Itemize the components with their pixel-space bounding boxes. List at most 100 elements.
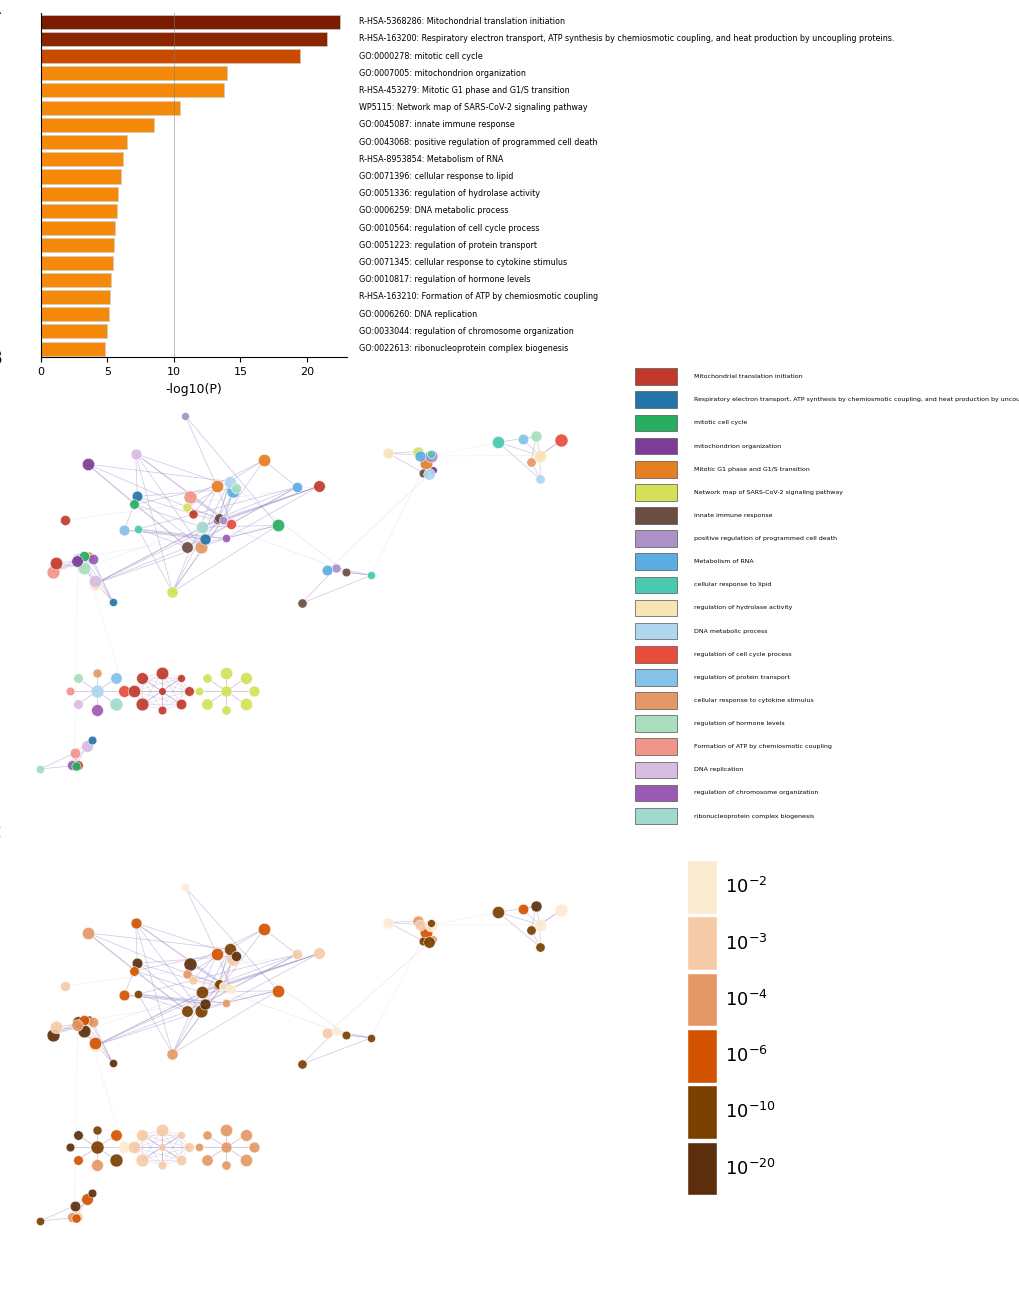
Point bbox=[48, 553, 64, 574]
Bar bbox=[41, 118, 154, 132]
Point bbox=[269, 981, 285, 1002]
FancyBboxPatch shape bbox=[635, 692, 677, 709]
Point bbox=[182, 487, 199, 508]
Point bbox=[237, 1150, 254, 1170]
Point bbox=[177, 877, 194, 898]
Bar bbox=[41, 49, 300, 64]
Point bbox=[79, 922, 96, 943]
Bar bbox=[41, 325, 107, 339]
Point bbox=[327, 557, 343, 578]
Bar bbox=[41, 135, 127, 149]
Point bbox=[33, 1211, 49, 1231]
Point bbox=[218, 1137, 234, 1157]
Point bbox=[528, 426, 544, 447]
Point bbox=[81, 1009, 97, 1030]
Point bbox=[319, 1022, 335, 1043]
Point bbox=[218, 699, 234, 720]
Point bbox=[490, 902, 506, 922]
Point bbox=[380, 912, 396, 933]
Point bbox=[56, 976, 72, 996]
FancyBboxPatch shape bbox=[635, 577, 677, 594]
Point bbox=[61, 1137, 77, 1157]
Point bbox=[209, 509, 225, 530]
Point bbox=[209, 477, 225, 498]
FancyBboxPatch shape bbox=[635, 369, 677, 385]
Point bbox=[224, 481, 240, 501]
Text: Formation of ATP by chemiosmotic coupling: Formation of ATP by chemiosmotic couplin… bbox=[693, 744, 830, 750]
Point bbox=[69, 548, 86, 569]
Point bbox=[418, 922, 434, 943]
Point bbox=[269, 514, 285, 535]
Bar bbox=[41, 273, 111, 287]
FancyBboxPatch shape bbox=[635, 622, 677, 639]
Point bbox=[523, 451, 539, 472]
Point bbox=[221, 939, 237, 960]
Point bbox=[224, 948, 240, 969]
Text: DNA replication: DNA replication bbox=[693, 768, 742, 773]
Text: positive regulation of programmed cell death: positive regulation of programmed cell d… bbox=[693, 536, 836, 542]
Point bbox=[214, 509, 230, 530]
Text: GO:0010817: regulation of hormone levels: GO:0010817: regulation of hormone levels bbox=[359, 275, 530, 284]
Text: GO:0071396: cellular response to lipid: GO:0071396: cellular response to lipid bbox=[359, 171, 513, 181]
FancyBboxPatch shape bbox=[635, 600, 677, 616]
Text: GO:0043068: positive regulation of programmed cell death: GO:0043068: positive regulation of progr… bbox=[359, 138, 596, 147]
Point bbox=[127, 913, 144, 934]
Point bbox=[490, 433, 506, 453]
Point bbox=[126, 494, 143, 514]
Text: regulation of cell cycle process: regulation of cell cycle process bbox=[693, 652, 791, 657]
Point bbox=[105, 1052, 121, 1073]
Point bbox=[552, 900, 569, 921]
Text: R-HSA-163200: Respiratory electron transport, ATP synthesis by chemiosmotic coup: R-HSA-163200: Respiratory electron trans… bbox=[359, 34, 893, 43]
Point bbox=[135, 694, 151, 714]
Point bbox=[523, 920, 539, 940]
Point bbox=[221, 472, 237, 492]
Point bbox=[69, 1125, 86, 1146]
Point bbox=[532, 469, 548, 490]
Point bbox=[87, 1033, 103, 1053]
Point bbox=[228, 946, 245, 966]
Point bbox=[552, 430, 569, 451]
Point bbox=[415, 462, 431, 483]
Bar bbox=[41, 256, 112, 270]
Point bbox=[218, 1120, 234, 1141]
Point bbox=[531, 446, 547, 466]
Point bbox=[85, 729, 101, 750]
Point bbox=[425, 929, 441, 950]
Point bbox=[184, 969, 201, 990]
Text: cellular response to lipid: cellular response to lipid bbox=[693, 582, 770, 587]
Point bbox=[293, 1053, 310, 1074]
Point bbox=[87, 1035, 103, 1056]
FancyBboxPatch shape bbox=[635, 646, 677, 662]
Point bbox=[293, 592, 310, 613]
Bar bbox=[41, 307, 109, 321]
Point bbox=[410, 911, 426, 931]
Point bbox=[218, 992, 234, 1013]
Point bbox=[214, 976, 230, 996]
Bar bbox=[41, 14, 339, 29]
Point bbox=[191, 1137, 207, 1157]
Point bbox=[199, 668, 215, 688]
FancyBboxPatch shape bbox=[687, 860, 716, 913]
Point bbox=[70, 1207, 87, 1228]
Text: R-HSA-8953854: Metabolism of RNA: R-HSA-8953854: Metabolism of RNA bbox=[359, 155, 502, 164]
Text: mitotic cell cycle: mitotic cell cycle bbox=[693, 421, 746, 426]
Point bbox=[61, 681, 77, 701]
Bar bbox=[41, 204, 116, 218]
Point bbox=[184, 504, 201, 525]
Text: $10^{-2}$: $10^{-2}$ bbox=[725, 877, 766, 898]
Point bbox=[199, 1125, 215, 1146]
Point bbox=[319, 560, 335, 581]
Text: ribonucleoprotein complex biogenesis: ribonucleoprotein complex biogenesis bbox=[693, 813, 813, 818]
Point bbox=[288, 477, 305, 498]
Point bbox=[67, 1208, 84, 1229]
Point bbox=[415, 930, 431, 951]
Point bbox=[422, 443, 438, 464]
Text: GO:0007005: mitochondrion organization: GO:0007005: mitochondrion organization bbox=[359, 69, 525, 78]
Text: regulation of protein transport: regulation of protein transport bbox=[693, 675, 789, 679]
Point bbox=[44, 562, 60, 583]
Point bbox=[69, 1012, 86, 1033]
Point bbox=[199, 1150, 215, 1170]
Bar bbox=[41, 221, 115, 235]
Text: $10^{-4}$: $10^{-4}$ bbox=[725, 990, 767, 1009]
Point bbox=[70, 755, 87, 776]
